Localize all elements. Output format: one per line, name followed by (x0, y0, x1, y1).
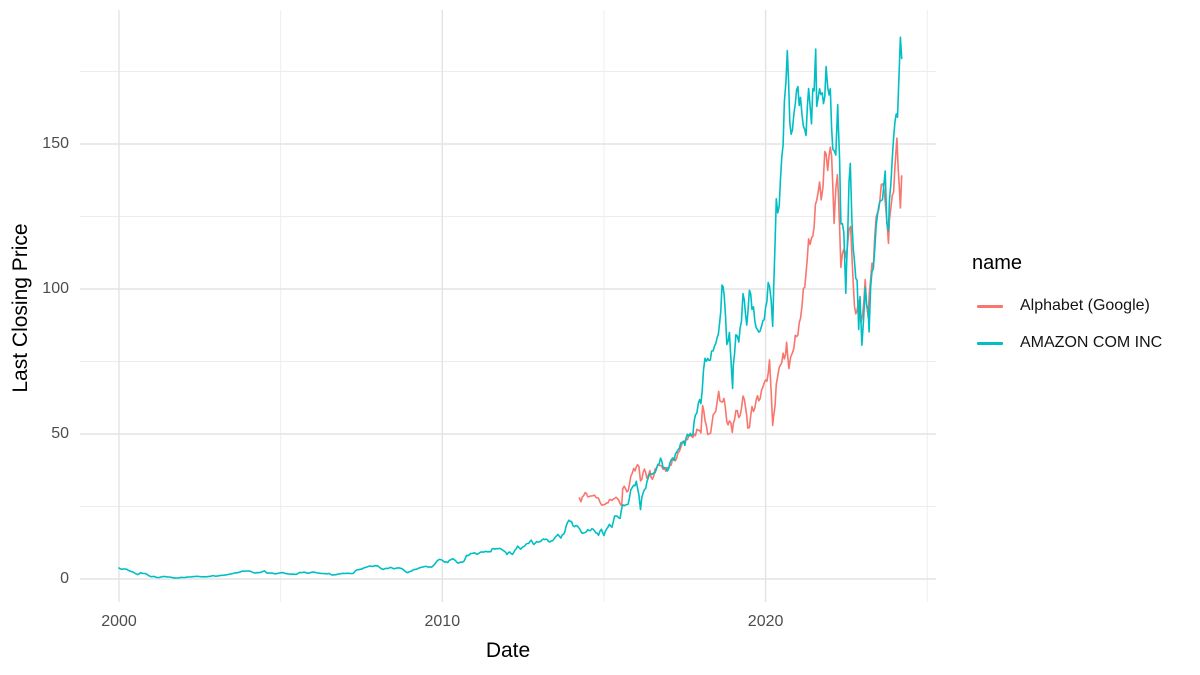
x-axis-title: Date (485, 639, 531, 662)
x-tick-label: 2000 (101, 613, 137, 630)
y-tick-label: 0 (60, 570, 69, 587)
series-line-amazon-com-inc (118, 36, 903, 579)
legend-key-line-alphabet-google (977, 304, 1003, 308)
y-axis-title: Last Closing Price (9, 223, 32, 393)
y-tick-label: 50 (51, 425, 69, 442)
legend-title: name (972, 252, 1023, 274)
x-tick-label: 2010 (424, 613, 461, 630)
legend-entry-amazon-com-inc: AMAZON COM INC (972, 330, 1162, 356)
y-tick-label: 100 (42, 280, 69, 297)
legend: name Alphabet (Google) AMAZON COM INC (972, 250, 1162, 367)
legend-label-amazon-com-inc: AMAZON COM INC (1020, 334, 1163, 351)
legend-label-alphabet-google: Alphabet (Google) (1020, 297, 1150, 314)
legend-key-line-amazon-com-inc (977, 341, 1003, 345)
legend-entry-alphabet-google: Alphabet (Google) (972, 293, 1162, 319)
x-tick-label: 2020 (747, 613, 784, 630)
y-tick-label: 150 (42, 135, 69, 152)
